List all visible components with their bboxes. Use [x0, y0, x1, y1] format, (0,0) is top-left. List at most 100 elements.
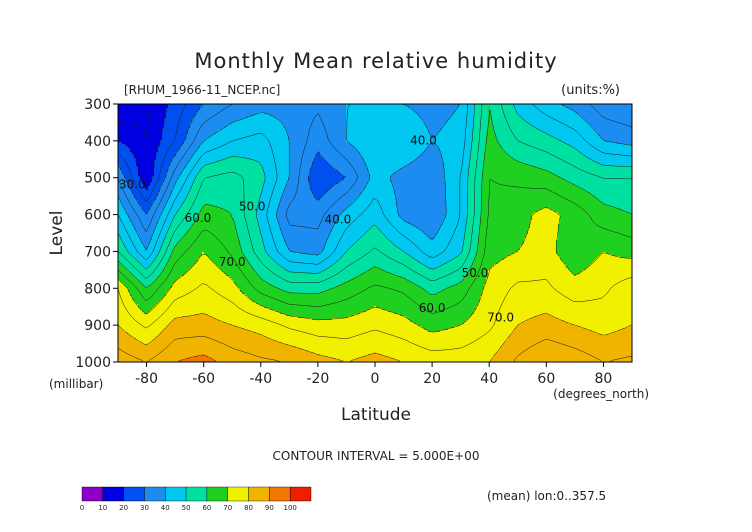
contour-cell	[118, 178, 127, 181]
contour-cell	[154, 164, 171, 167]
contour-cell	[438, 132, 473, 135]
contour-cell	[430, 238, 435, 241]
contour-cell	[504, 258, 561, 261]
contour-cell	[204, 252, 243, 255]
contour-cell	[184, 202, 259, 205]
contour-cell	[118, 326, 121, 329]
contour-cell	[338, 216, 401, 219]
contour-cell	[190, 160, 219, 163]
contour-cell	[300, 252, 321, 255]
contour-cell	[118, 190, 133, 193]
contour-cell	[272, 258, 341, 261]
contour-cell	[574, 274, 577, 277]
contour-cell	[188, 230, 237, 233]
contour-line	[118, 104, 632, 274]
colorbar-label: 70	[223, 504, 232, 512]
contour-cell	[118, 160, 137, 163]
contour-cell	[276, 212, 343, 215]
contour-cell	[416, 158, 443, 161]
contour-cell	[594, 160, 632, 163]
contour-cell	[134, 154, 157, 157]
contour-cell	[332, 318, 409, 321]
contour-cell	[118, 280, 121, 283]
contour-cell	[390, 272, 469, 275]
contour-cell	[178, 360, 217, 362]
contour-cell	[156, 278, 179, 281]
contour-cell	[252, 266, 283, 269]
contour-cell	[240, 288, 281, 291]
contour-cell	[484, 284, 632, 287]
contour-cell	[138, 202, 153, 205]
contour-cell	[290, 250, 323, 253]
contour-cell	[166, 112, 197, 115]
contour-cell	[498, 140, 561, 143]
contour-cell	[558, 224, 632, 227]
contour-cell	[494, 354, 632, 357]
contour-cell	[136, 302, 159, 305]
contour-cell	[118, 172, 123, 175]
contour-cell	[356, 148, 427, 151]
contour-cell	[160, 332, 257, 335]
contour-cell	[124, 206, 143, 209]
contour-cell	[440, 152, 471, 155]
contour-cell	[330, 188, 365, 191]
contour-cell	[440, 228, 467, 231]
contour-cell	[552, 172, 632, 175]
contour-cell	[604, 140, 632, 143]
contour-cell	[358, 196, 397, 199]
contour-cell	[346, 116, 421, 119]
contour-cell	[242, 292, 295, 295]
contour-cell	[228, 124, 285, 127]
contour-cell	[468, 270, 489, 273]
contour-cell	[394, 172, 445, 175]
contour-cell	[464, 322, 523, 325]
contour-cell	[556, 240, 632, 243]
contour-cell	[446, 210, 469, 213]
contour-cell	[392, 174, 445, 177]
contour-cell	[446, 262, 473, 265]
contour-cell	[284, 126, 347, 129]
contour-cell	[164, 206, 181, 209]
contour-cell	[152, 340, 277, 343]
footer-note: (mean) lon:0..357.5	[487, 489, 606, 503]
contour-cell	[560, 214, 632, 217]
contour-cell	[288, 132, 347, 135]
contour-cell	[502, 344, 632, 347]
contour-cell	[580, 114, 632, 117]
contour-cell	[212, 162, 261, 165]
contour-cell	[258, 218, 279, 221]
contour-cell	[500, 348, 632, 351]
contour-cell	[486, 150, 505, 153]
contour-cell	[278, 220, 337, 223]
contour-cell	[386, 236, 429, 239]
y-tick-label: 900	[84, 318, 111, 334]
contour-cell	[194, 356, 209, 359]
contour-cell	[170, 162, 189, 165]
contour-cell	[132, 192, 159, 195]
contour-cell	[320, 354, 369, 357]
x-tick-label: -40	[249, 371, 272, 387]
contour-cell	[152, 308, 271, 311]
contour-cell	[584, 154, 632, 157]
contour-cell	[196, 112, 259, 115]
contour-cell	[444, 218, 467, 221]
contour-cell	[138, 166, 155, 169]
contour-cell	[374, 224, 377, 227]
contour-cell	[574, 110, 632, 113]
contour-cell	[284, 268, 327, 271]
contour-cell	[180, 240, 241, 243]
contour-cell	[538, 128, 595, 131]
contour-cell	[560, 222, 632, 225]
contour-cell	[532, 214, 561, 217]
contour-cell	[368, 180, 391, 183]
contour-cell	[588, 266, 632, 269]
contour-cell	[346, 140, 473, 143]
contour-cell	[560, 176, 632, 179]
contour-cell	[596, 130, 632, 133]
contour-cell	[282, 122, 347, 125]
contour-cell	[170, 196, 187, 199]
contour-line	[118, 104, 151, 138]
contour-cell	[446, 122, 475, 125]
contour-cell	[360, 154, 421, 157]
y-tick-label: 300	[84, 97, 111, 113]
